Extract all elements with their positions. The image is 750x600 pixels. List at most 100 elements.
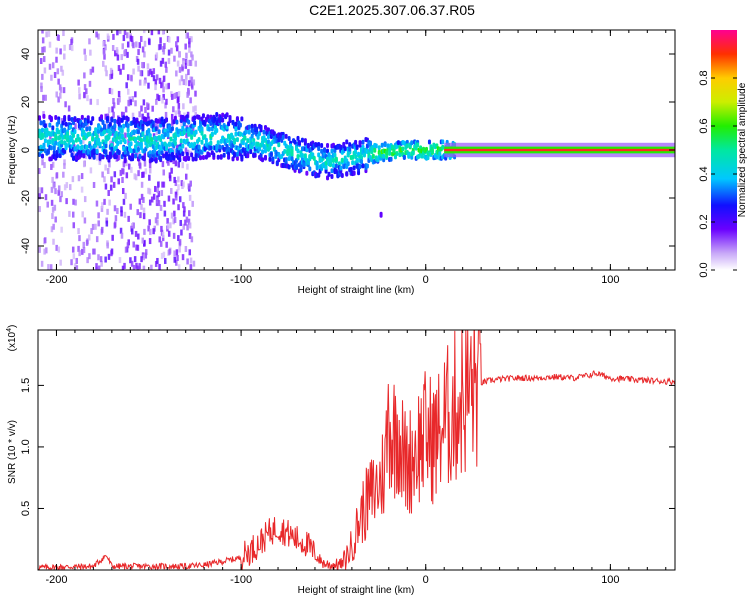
spectrogram-cell: [184, 62, 188, 69]
spectrogram-cell: [138, 42, 142, 49]
spectrogram-cell: [197, 144, 201, 150]
spectrogram-cell: [107, 253, 111, 260]
spectrogram-cell: [43, 46, 46, 53]
spectrogram-cell: [126, 242, 130, 249]
spectrogram-y-label: Frequency (Hz): [7, 116, 18, 185]
spectrogram-cell: [83, 84, 87, 91]
spectrogram-cell: [57, 34, 60, 41]
spectrogram-cell: [88, 80, 92, 87]
spectrogram-cell: [170, 187, 173, 194]
spectrogram-cell: [232, 152, 236, 158]
spectrogram-cell: [122, 35, 126, 42]
spectrogram-y-tick-label: 20: [20, 96, 32, 108]
spectrogram-cell: [189, 180, 192, 187]
spectrogram-cell: [103, 176, 106, 183]
spectrogram-cell: [92, 148, 96, 154]
spectrogram-cell: [178, 157, 182, 163]
spectrogram-x-tick-label: -100: [230, 274, 252, 286]
spectrogram-cell: [102, 40, 105, 47]
spectrogram-cell: [162, 93, 165, 100]
spectrogram-cell: [147, 82, 150, 89]
spectrogram-cell: [138, 198, 142, 205]
spectrogram-cell: [157, 190, 161, 197]
spectrogram-cell: [89, 98, 93, 105]
spectrogram-cell: [130, 36, 134, 43]
spectrogram-cell: [317, 142, 321, 148]
colorbar-tick-label: 0.8: [698, 70, 710, 85]
spectrogram-cell: [91, 136, 95, 142]
spectrogram-cell: [97, 254, 100, 261]
spectrogram-cell: [54, 136, 58, 142]
spectrogram-cell: [150, 30, 154, 36]
spectrogram-cell: [138, 162, 142, 169]
spectrogram-cell: [65, 198, 68, 205]
spectrogram-cell: [284, 157, 288, 163]
spectrogram-cell: [194, 90, 197, 97]
colorbar-tick-label: 0.4: [698, 166, 710, 181]
spectrogram-cell: [40, 82, 43, 89]
spectrogram-cell: [197, 114, 201, 120]
spectrogram-cell: [207, 152, 211, 158]
spectrogram-cell: [156, 118, 160, 124]
snr-x-tick-label: 0: [423, 574, 429, 586]
spectrogram-cell: [351, 154, 355, 160]
spectrogram-cell: [90, 228, 93, 235]
spectrogram-cell: [188, 232, 192, 239]
spectrogram-cell: [40, 153, 44, 159]
spectrogram-cell: [109, 67, 113, 74]
spectrogram-cell: [126, 32, 129, 39]
spectrogram-cell: [121, 176, 124, 183]
spectrogram-cell: [142, 265, 146, 270]
spectrogram-cell: [194, 105, 197, 112]
spectrogram-y-tick-label: -40: [20, 238, 32, 254]
spectrogram-cell: [187, 183, 191, 190]
spectrogram-cell: [388, 150, 392, 156]
spectrogram-cell: [145, 143, 149, 149]
spectrogram-cell: [59, 259, 62, 266]
spectrogram-cell: [159, 155, 163, 161]
spectrogram-cell: [110, 250, 113, 257]
spectrogram-cell: [106, 208, 109, 215]
spectrogram-cell: [247, 129, 251, 135]
spectrogram-cell: [137, 65, 140, 72]
snr-y-tick-label: 1.0: [20, 439, 32, 454]
spectrogram-cell: [88, 131, 92, 137]
spectrogram-x-tick-label: 100: [601, 274, 619, 286]
spectrogram-cell: [156, 197, 159, 204]
spectrogram-cell: [155, 129, 159, 136]
spectrogram-cell: [139, 212, 142, 219]
spectrogram-cell: [297, 140, 301, 146]
spectrogram-cell: [177, 161, 181, 168]
spectrogram-cell: [134, 91, 137, 98]
spectrogram-cell: [131, 112, 135, 119]
spectrogram-cell: [299, 167, 303, 173]
spectrogram-cell: [112, 111, 115, 118]
spectrogram-cell: [63, 53, 66, 60]
spectrogram-cell: [126, 127, 130, 133]
spectrogram-cell: [110, 176, 113, 183]
spectrogram-cell: [186, 32, 190, 39]
spectrogram-cell: [152, 75, 156, 82]
spectrogram-cell: [144, 107, 147, 114]
spectrogram-cell: [102, 129, 106, 135]
spectrogram-cell: [330, 173, 334, 179]
spectrogram-cell: [263, 155, 267, 161]
spectrogram-cell: [189, 76, 192, 83]
spectrogram-cell: [182, 181, 185, 188]
spectrogram-cell: [63, 159, 66, 166]
spectrogram-cell: [38, 193, 41, 200]
spectrogram-cell: [324, 160, 328, 166]
spectrogram-cell: [57, 96, 60, 103]
spectrogram-cell: [184, 58, 188, 65]
spectrogram-cell: [177, 176, 180, 183]
spectrogram-cell: [105, 116, 109, 122]
spectrogram-cell: [380, 142, 384, 148]
spectrogram-cell: [170, 47, 173, 54]
spectrogram-cell: [177, 235, 180, 242]
spectrogram-cell: [118, 96, 121, 103]
spectrogram-cell: [206, 114, 210, 120]
spectrogram-cell: [371, 153, 375, 159]
colorbar-ticks: 0.0 0.2 0.4 0.6 0.8: [698, 70, 737, 278]
spectrogram-cell: [63, 117, 67, 123]
spectrogram-cell: [183, 206, 186, 213]
